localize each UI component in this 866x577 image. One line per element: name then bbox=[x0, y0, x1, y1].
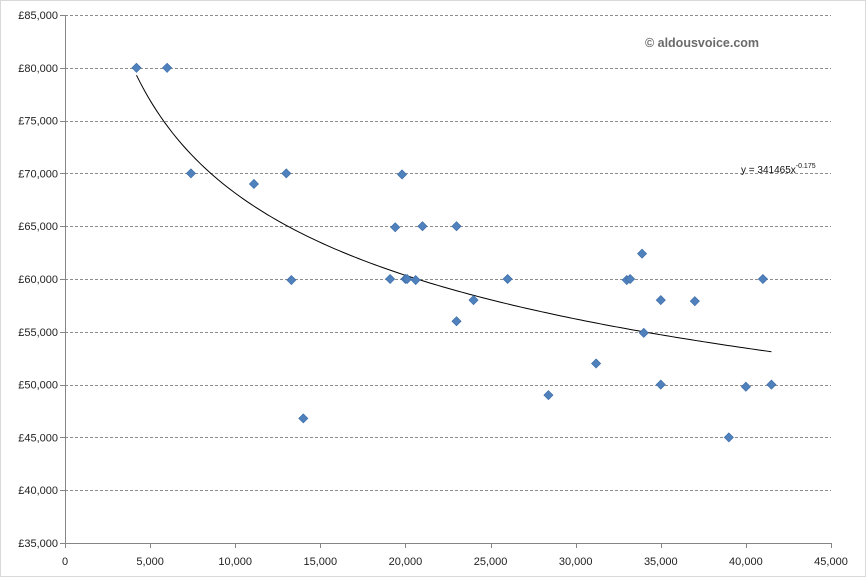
data-point-marker bbox=[185, 168, 196, 179]
x-tick-label: 35,000 bbox=[644, 556, 678, 568]
x-tick-label: 40,000 bbox=[729, 556, 763, 568]
y-tick-label: £70,000 bbox=[18, 168, 58, 180]
y-tick-label: £65,000 bbox=[18, 221, 58, 233]
data-point-marker bbox=[468, 295, 479, 306]
x-tick-label: 20,000 bbox=[389, 556, 423, 568]
data-point-marker bbox=[637, 248, 648, 259]
x-tick-label: 15,000 bbox=[304, 556, 338, 568]
data-point-marker bbox=[417, 221, 428, 232]
data-point-marker bbox=[298, 413, 309, 424]
data-point-marker bbox=[397, 169, 408, 180]
data-point-marker bbox=[451, 221, 462, 232]
y-tick-label: £75,000 bbox=[18, 116, 58, 128]
y-tick-label: £40,000 bbox=[18, 485, 58, 497]
y-tick-label: £80,000 bbox=[18, 63, 58, 75]
data-point-marker bbox=[451, 316, 462, 327]
data-point-marker bbox=[543, 390, 554, 401]
trendline-equation-exponent: -0.175 bbox=[796, 163, 816, 170]
y-tick-label: £45,000 bbox=[18, 432, 58, 444]
x-tick-label: 45,000 bbox=[814, 556, 848, 568]
data-point-marker bbox=[655, 295, 666, 306]
data-point-marker bbox=[385, 273, 396, 285]
y-tick-label: £50,000 bbox=[18, 380, 58, 392]
data-point-marker bbox=[410, 275, 421, 286]
data-point-marker bbox=[248, 178, 259, 189]
x-axis-tick-labels: 0 5,000 10,000 15,000 20,000 25,000 30,000 35,0… bbox=[62, 556, 848, 568]
y-axis-tick-labels: £35,000 £40,000 £45,000 £50,000 £55,000 £60,0… bbox=[18, 10, 58, 550]
data-point-marker bbox=[766, 379, 777, 390]
data-point-marker bbox=[281, 168, 292, 179]
data-points bbox=[131, 62, 777, 443]
trendline-equation: y = 341465x-0.175 bbox=[741, 163, 816, 176]
y-tick-label: £55,000 bbox=[18, 327, 58, 339]
trendline-equation-main: y = 341465x bbox=[741, 165, 796, 176]
data-point-marker bbox=[591, 358, 602, 369]
data-point-marker bbox=[740, 381, 751, 392]
data-point-marker bbox=[286, 275, 297, 286]
x-tick-label: 10,000 bbox=[218, 556, 252, 568]
trendline-group bbox=[136, 74, 772, 353]
data-point-marker bbox=[390, 222, 401, 233]
data-point-marker bbox=[723, 432, 734, 443]
axes bbox=[60, 15, 832, 548]
y-tick-label: £60,000 bbox=[18, 274, 58, 286]
power-trendline bbox=[136, 74, 772, 353]
data-point-marker bbox=[625, 273, 636, 285]
data-point-marker bbox=[502, 273, 513, 285]
data-point-marker bbox=[689, 296, 700, 307]
data-point-marker bbox=[162, 62, 173, 73]
y-tick-label: £35,000 bbox=[18, 538, 58, 550]
y-tick-label: £85,000 bbox=[18, 10, 58, 22]
data-point-marker bbox=[402, 273, 413, 285]
data-point-marker bbox=[757, 273, 768, 285]
data-point-marker bbox=[638, 327, 649, 338]
x-tick-label: 25,000 bbox=[474, 556, 508, 568]
x-tick-label: 5,000 bbox=[136, 556, 164, 568]
x-tick-label: 30,000 bbox=[559, 556, 593, 568]
data-point-marker bbox=[131, 62, 142, 73]
x-tick-label: 0 bbox=[62, 556, 68, 568]
watermark-text: © aldousvoice.com bbox=[645, 36, 759, 50]
data-point-marker bbox=[655, 379, 666, 390]
